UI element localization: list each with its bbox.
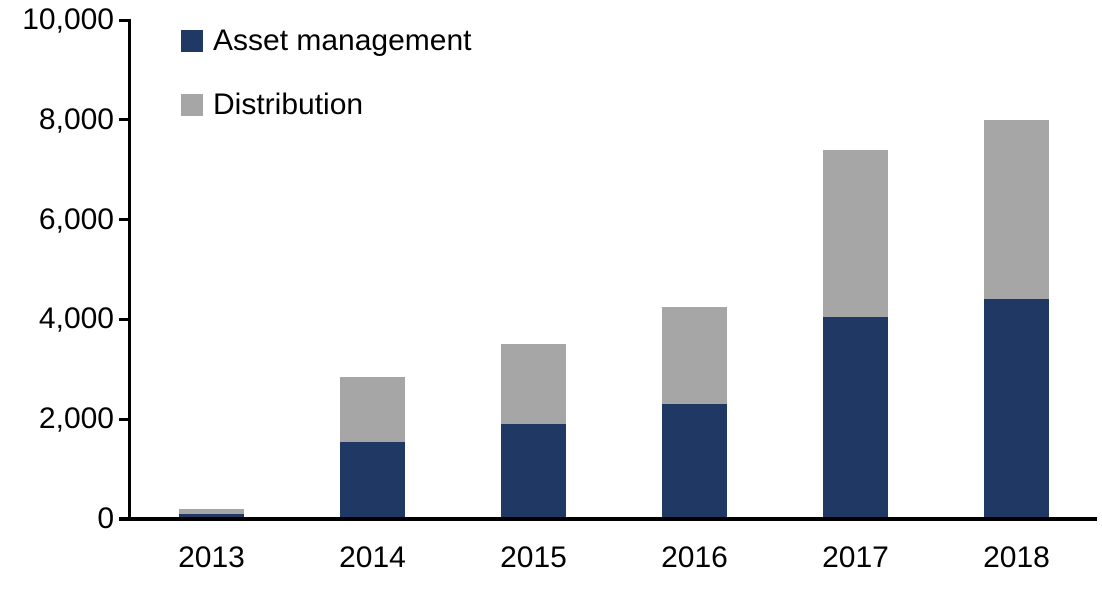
x-axis-tick-label: 2013 [178,541,245,574]
bar-segment-distribution-2018 [984,119,1049,300]
bar-segment-asset-management-2013 [179,514,244,519]
bar-segment-asset-management-2018 [984,299,1049,519]
legend-item-asset-management: Asset management [181,24,472,57]
legend-label-asset-management: Asset management [213,24,472,57]
bar-segment-distribution-2014 [340,376,405,442]
bar-segment-asset-management-2014 [340,441,405,519]
legend: Asset management Distribution [181,24,472,156]
bar-segment-distribution-2013 [179,509,244,514]
y-axis-tick-label: 10,000 [22,3,114,36]
x-axis-line [119,517,1097,521]
y-axis-tick [119,18,131,22]
bar-segment-distribution-2017 [823,149,888,317]
y-axis-line [128,20,131,519]
bar-segment-asset-management-2017 [823,316,888,519]
x-axis-tick-label: 2014 [339,541,406,574]
legend-swatch-asset-management [181,30,203,52]
x-axis-tick-label: 2016 [661,541,728,574]
y-axis-tick [119,317,131,321]
bar-segment-asset-management-2015 [501,424,566,519]
y-axis-tick [119,218,131,222]
y-axis-tick [119,118,131,122]
legend-swatch-distribution [181,94,203,116]
x-axis-tick-label: 2017 [822,541,889,574]
y-axis-tick-label: 0 [97,502,114,535]
y-axis-tick-label: 2,000 [38,402,114,436]
legend-item-distribution: Distribution [181,88,471,121]
x-axis-tick-label: 2018 [983,541,1050,574]
legend-label-distribution: Distribution [213,88,364,121]
bar-segment-asset-management-2016 [662,404,727,519]
x-axis-tick-label: 2015 [500,541,567,574]
bar-segment-distribution-2015 [501,344,566,425]
y-axis-tick-label: 8,000 [38,102,114,136]
y-axis-tick [119,417,131,421]
y-axis-tick-label: 4,000 [38,302,114,336]
y-axis-tick-label: 6,000 [38,202,114,236]
bar-segment-distribution-2016 [662,306,727,405]
